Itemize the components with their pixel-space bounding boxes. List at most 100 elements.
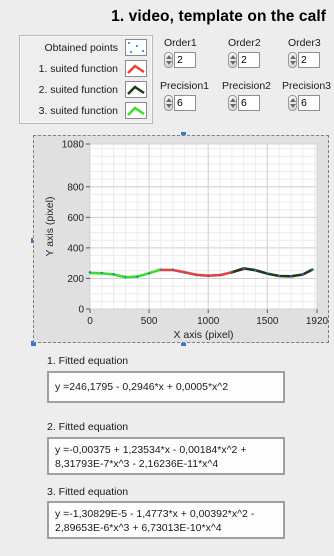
equation-3-title: 3. Fitted equation xyxy=(47,486,129,498)
legend-label: 3. suited function xyxy=(38,105,118,117)
order2-spinner[interactable] xyxy=(228,52,237,68)
data-point-overlay xyxy=(266,272,269,275)
order2-control: Order2 2 xyxy=(228,37,282,77)
equation-2-line-2: 8,31793E-7*x^3 - 2,16236E-11*x^4 xyxy=(55,458,219,470)
equation-2-line-1: y =-0,00375 + 1,23534*x - 0,00184*x^2 + xyxy=(55,444,247,456)
data-point-overlay xyxy=(136,275,139,278)
increment-icon[interactable] xyxy=(166,55,172,59)
precision2-input[interactable]: 6 xyxy=(238,95,260,111)
precision2-control: Precision2 6 xyxy=(222,80,276,120)
equation-1-title: 1. Fitted equation xyxy=(47,355,129,367)
equation-2-field[interactable]: y =-0,00375 + 1,23534*x - 0,00184*x^2 + … xyxy=(47,437,285,475)
y-tick-label: 1080 xyxy=(62,140,85,151)
x-axis-label: X axis (pixel) xyxy=(173,329,233,341)
precision2-label: Precision2 xyxy=(222,80,272,92)
data-point-overlay xyxy=(289,275,292,278)
data-point-overlay xyxy=(278,275,281,277)
precision3-label: Precision3 xyxy=(282,80,332,92)
y-tick-label: 200 xyxy=(67,274,84,285)
precision1-input[interactable]: 6 xyxy=(174,95,196,111)
data-point-overlay xyxy=(254,269,257,272)
precision2-spinner[interactable] xyxy=(228,95,237,111)
legend-swatch-line-2[interactable] xyxy=(125,81,147,98)
y-tick-label: 600 xyxy=(67,213,84,224)
data-point-overlay xyxy=(112,273,115,276)
legend-label: 2. suited function xyxy=(38,84,118,96)
data-point-overlay xyxy=(124,275,127,278)
legend-swatch-points[interactable] xyxy=(125,39,147,56)
data-point-overlay xyxy=(100,271,103,274)
precision1-label: Precision1 xyxy=(160,80,210,92)
y-tick-label: 800 xyxy=(67,182,84,193)
plot-legend: Obtained points 1. suited function 2. su… xyxy=(19,35,153,124)
order3-control: Order3 2 xyxy=(288,37,334,77)
order2-label: Order2 xyxy=(228,37,261,49)
legend-item-obtained-points[interactable]: Obtained points xyxy=(20,39,154,59)
xy-graph[interactable]: 0 500 1000 1500 1920 0 200 400 600 800 1080 X axis … xyxy=(33,135,329,343)
precision3-input[interactable]: 6 xyxy=(298,95,320,111)
resize-handle-bottom-left[interactable] xyxy=(31,341,36,346)
legend-swatch-line-1[interactable] xyxy=(125,60,147,77)
increment-icon[interactable] xyxy=(230,55,236,59)
x-tick-label: 0 xyxy=(87,316,93,327)
equation-3-line-2: 2,89653E-6*x^3 + 6,73013E-10*x^4 xyxy=(55,522,222,534)
equation-3-line-1: y =-1,30829E-5 - 1,4773*x + 0,00392*x^2 … xyxy=(55,508,255,520)
precision3-control: Precision3 6 xyxy=(282,80,334,120)
data-point-overlay xyxy=(242,267,245,270)
order1-spinner[interactable] xyxy=(164,52,173,68)
x-tick-label: 1920 xyxy=(306,316,328,327)
page-title: 1. video, template on the calf xyxy=(111,8,326,25)
data-point-overlay xyxy=(207,275,210,277)
increment-icon[interactable] xyxy=(166,98,172,102)
xy-graph-canvas[interactable]: 0 500 1000 1500 1920 0 200 400 600 800 1080 X axis … xyxy=(34,136,328,342)
data-point-overlay xyxy=(89,271,91,274)
order3-spinner[interactable] xyxy=(288,52,297,68)
order3-input[interactable]: 2 xyxy=(298,52,320,68)
increment-icon[interactable] xyxy=(290,55,296,59)
decrement-icon[interactable] xyxy=(166,61,172,65)
equation-1-line-1: y =246,1795 - 0,2946*x + 0,0005*x^2 xyxy=(55,381,229,393)
decrement-icon[interactable] xyxy=(290,61,296,65)
order1-input[interactable]: 2 xyxy=(174,52,196,68)
order2-input[interactable]: 2 xyxy=(238,52,260,68)
data-point-overlay xyxy=(183,271,186,274)
series-line-2 xyxy=(230,267,314,278)
equation-3-field[interactable]: y =-1,30829E-5 - 1,4773*x + 0,00392*x^2 … xyxy=(47,501,285,539)
plot-area xyxy=(89,143,318,310)
data-point-overlay xyxy=(171,268,174,271)
data-point-overlay xyxy=(148,272,151,275)
legend-swatch-line-3[interactable] xyxy=(125,102,147,119)
precision3-spinner[interactable] xyxy=(288,95,297,111)
decrement-icon[interactable] xyxy=(166,104,172,108)
legend-item-suited-function-1[interactable]: 1. suited function xyxy=(20,60,154,80)
precision1-control: Precision1 6 xyxy=(160,80,214,120)
data-point-overlay xyxy=(301,273,304,276)
legend-item-suited-function-3[interactable]: 3. suited function xyxy=(20,102,154,122)
data-point-overlay xyxy=(159,268,162,271)
equation-1-field[interactable]: y =246,1795 - 0,2946*x + 0,0005*x^2 xyxy=(47,371,285,403)
resize-handle-bottom[interactable] xyxy=(181,341,186,346)
order1-control: Order1 2 xyxy=(164,37,218,77)
x-tick-label: 1000 xyxy=(197,316,220,327)
data-point-overlay xyxy=(195,274,198,277)
x-tick-label: 1500 xyxy=(256,316,279,327)
legend-label: Obtained points xyxy=(44,42,118,54)
order3-label: Order3 xyxy=(288,37,321,49)
y-tick-label: 400 xyxy=(67,243,84,254)
increment-icon[interactable] xyxy=(290,98,296,102)
legend-label: 1. suited function xyxy=(38,63,118,75)
legend-item-suited-function-2[interactable]: 2. suited function xyxy=(20,81,154,101)
y-tick-label: 0 xyxy=(78,305,84,316)
increment-icon[interactable] xyxy=(230,98,236,102)
precision1-spinner[interactable] xyxy=(164,95,173,111)
data-point-overlay xyxy=(219,274,222,277)
decrement-icon[interactable] xyxy=(230,104,236,108)
decrement-icon[interactable] xyxy=(290,104,296,108)
y-axis-label: Y axis (pixel) xyxy=(44,197,56,257)
data-point-overlay xyxy=(230,271,233,274)
resize-handle-top[interactable] xyxy=(181,132,186,137)
data-point-overlay xyxy=(311,268,314,271)
decrement-icon[interactable] xyxy=(230,61,236,65)
x-tick-label: 500 xyxy=(141,316,158,327)
series-line-1 xyxy=(157,267,245,277)
